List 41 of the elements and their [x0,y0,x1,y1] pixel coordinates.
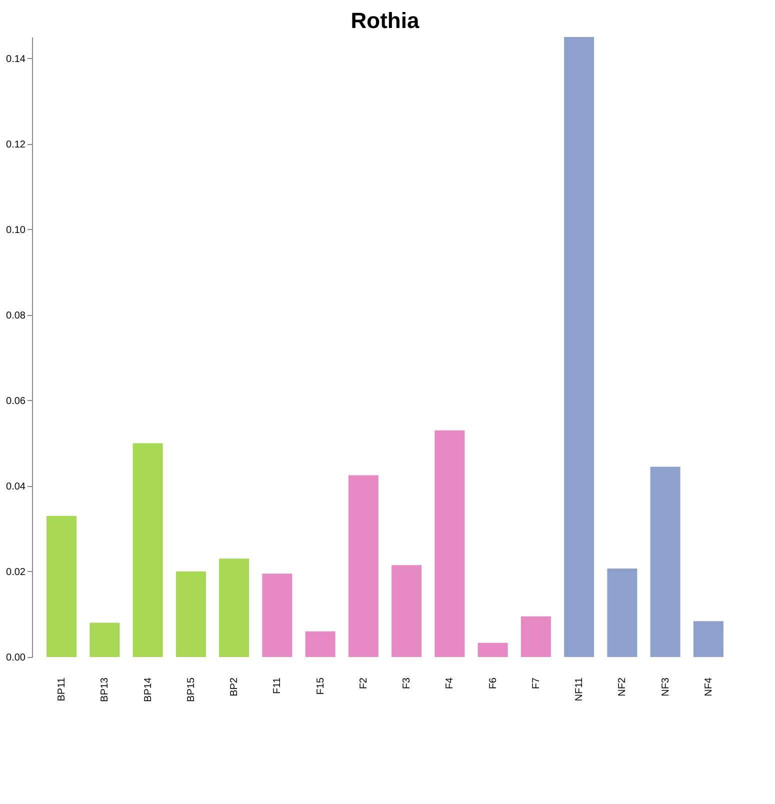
x-tick-label: BP2 [229,677,240,696]
chart-title: Rothia [350,8,420,33]
bar [90,622,120,657]
x-tick-label: NF4 [703,677,714,696]
bar [564,37,594,657]
y-tick-label: 0.04 [6,481,26,492]
x-tick-label: BP13 [100,677,111,702]
bar [46,516,77,657]
x-tick-label: F15 [315,677,326,695]
bar [392,565,422,657]
bar [434,430,465,657]
bar [176,571,206,657]
bar [132,443,163,657]
y-tick-label: 0.12 [6,139,26,150]
bar [478,642,508,657]
x-tick-label: BP14 [142,677,154,702]
bar [219,558,250,657]
bar [650,466,680,657]
x-tick-label: F4 [444,677,456,690]
x-tick-label: NF11 [574,677,586,702]
y-tick-label: 0.06 [6,396,26,407]
x-tick-label: NF2 [617,677,628,696]
y-tick-label: 0.02 [6,566,26,578]
x-tick-label: BP11 [56,677,68,702]
x-tick-label: NF3 [660,677,672,696]
bar [607,568,638,657]
y-tick-label: 0.14 [6,54,26,65]
bar [348,475,378,657]
x-tick-label: F6 [488,677,499,690]
bar [262,574,292,657]
x-tick-label: BP15 [186,677,197,702]
bar [305,631,336,657]
x-tick-label: F3 [402,677,413,690]
y-tick-label: 0.10 [6,224,26,236]
x-tick-label: F11 [272,677,284,694]
y-tick-label: 0.08 [6,310,26,322]
x-tick-label: F7 [530,677,542,690]
y-tick-label: 0.00 [6,652,26,664]
x-tick-label: F2 [358,677,370,690]
bar [693,621,724,657]
bar [520,616,551,657]
